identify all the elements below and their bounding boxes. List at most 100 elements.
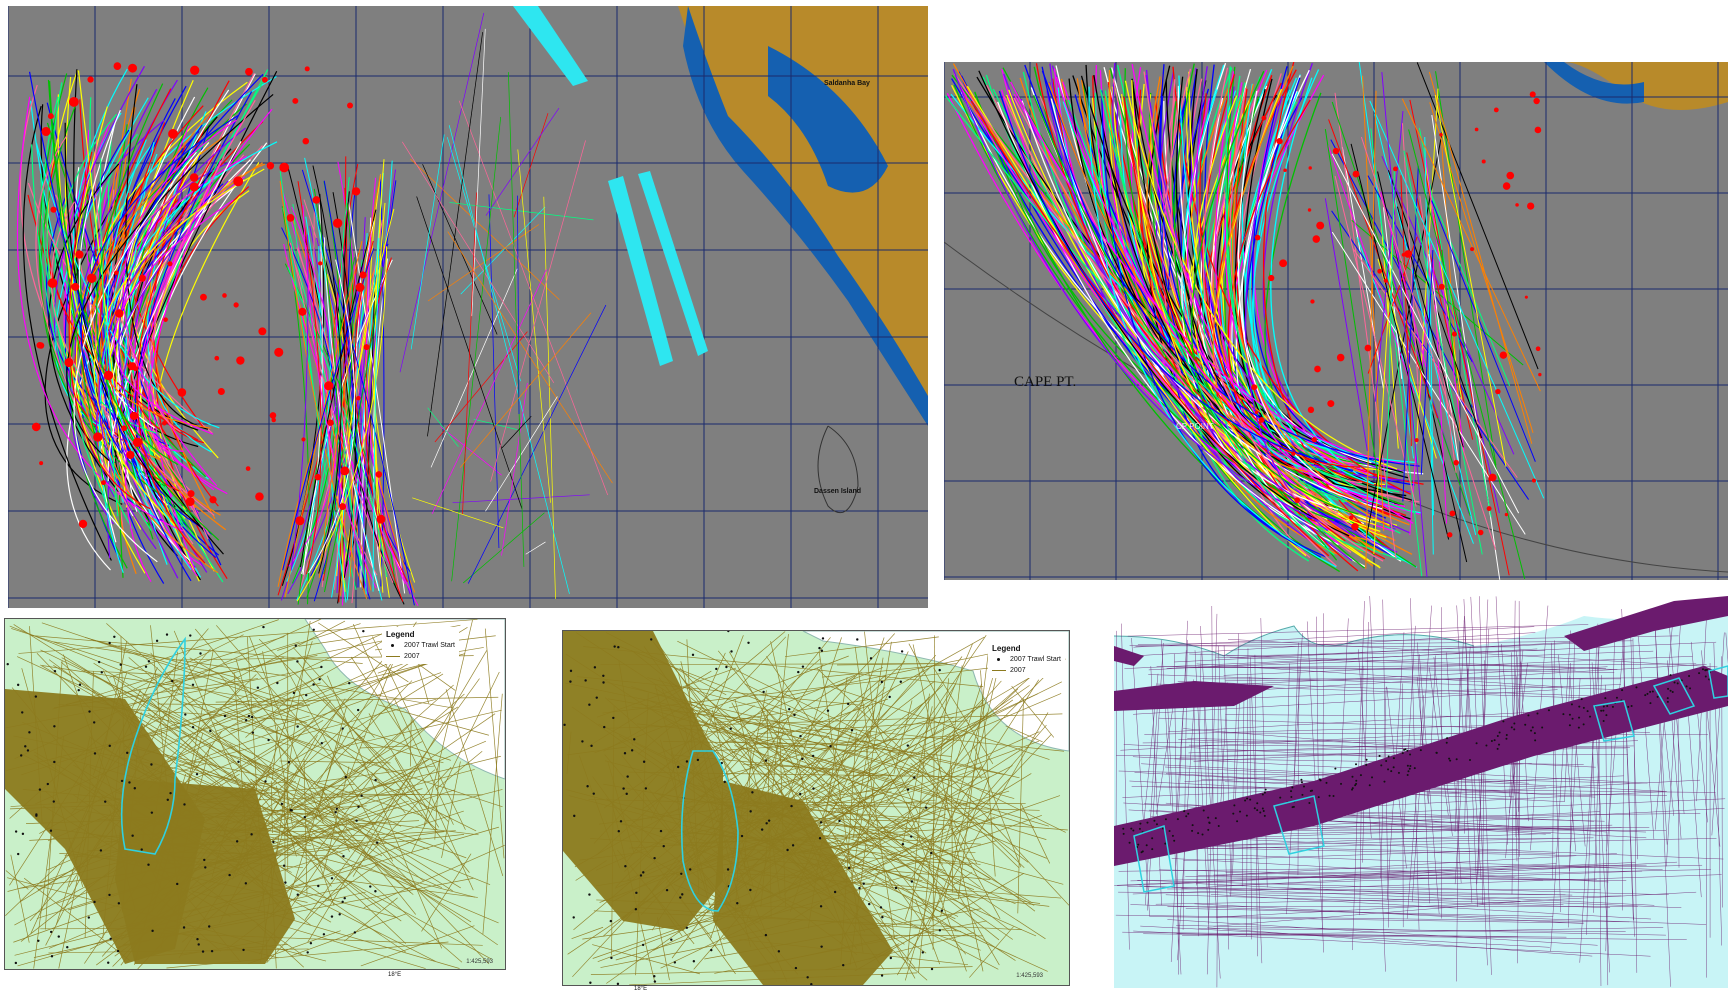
vessel-track (22, 105, 112, 561)
trawl-track (1402, 683, 1404, 928)
position-marker (75, 250, 84, 259)
trawl-start-point (312, 683, 315, 686)
trawl-start-point (1635, 686, 1638, 689)
trawl-track (893, 700, 913, 775)
vessel-track (427, 32, 483, 437)
trawl-start-point (1666, 700, 1669, 703)
position-marker (1538, 372, 1542, 377)
trawl-start-point (1498, 731, 1501, 734)
trawl-track (113, 634, 244, 701)
trawl-start-point (593, 666, 597, 669)
position-marker (359, 271, 367, 279)
trawl-track (1118, 864, 1647, 872)
vessel-track (401, 141, 555, 384)
vessel-track (1400, 175, 1412, 447)
trawl-track (324, 863, 379, 901)
trawl-track (5, 870, 29, 890)
trawl-start-point (1318, 778, 1321, 781)
trawl-start-point (1351, 775, 1354, 778)
position-marker (50, 206, 57, 213)
position-marker (1314, 365, 1321, 373)
trawl-track (307, 771, 412, 943)
trawl-start-point (120, 779, 124, 783)
trawl-start-point (165, 633, 169, 636)
trawl-track (1167, 845, 1556, 854)
trawl-start-point (108, 893, 111, 897)
trawl-start-point (262, 625, 265, 629)
vessel-track (279, 171, 357, 590)
trawl-start-point (195, 773, 199, 776)
trawl-start-point (726, 868, 730, 871)
position-marker (1377, 268, 1383, 274)
trawl-track (345, 819, 424, 882)
trawl-track (441, 761, 461, 859)
trawl-start-point (692, 960, 696, 963)
trawl-start-point (806, 976, 809, 979)
trawl-track (1141, 763, 1529, 784)
vessel-track (1099, 89, 1335, 556)
trawl-line-icon (992, 670, 1007, 671)
trawl-start-point (330, 877, 334, 880)
vessel-track (431, 269, 547, 514)
trawl-start-point (1403, 748, 1406, 751)
trawl-start-point (812, 787, 815, 790)
trawl-start-point (1527, 714, 1530, 717)
trawl-track (1224, 827, 1650, 832)
chart-panel-saldanha: Saldanha Bay Dassen Island (8, 6, 928, 608)
trawl-track (995, 688, 1019, 711)
vessel-track (47, 79, 113, 519)
trawl-start-point (362, 629, 365, 633)
trawl-track (1156, 693, 1176, 815)
trawl-start-point (1207, 828, 1210, 831)
position-marker (1291, 451, 1296, 456)
vessel-track (1234, 88, 1325, 482)
trawl-start-point (1676, 682, 1679, 685)
trawl-track (831, 686, 1050, 760)
trawl-track (344, 897, 398, 942)
trawl-start-point (77, 688, 80, 692)
trawl-track (1586, 634, 1598, 935)
trawl-track (927, 776, 990, 927)
position-marker (269, 412, 277, 419)
trawl-start-point (662, 844, 665, 848)
trawl-start-point (1534, 739, 1537, 742)
trawl-start-point (1513, 722, 1516, 725)
vessel-track (1021, 100, 1383, 510)
trawl-start-point (1498, 743, 1501, 746)
trawl-start-point (1355, 782, 1358, 785)
position-marker (245, 67, 253, 76)
trawl-start-point (940, 909, 944, 912)
trawl-start-point (1378, 754, 1381, 757)
trawl-start-point (1207, 816, 1210, 819)
trawl-track (904, 683, 982, 920)
trawl-start-point (685, 926, 689, 929)
trawl-start-point (642, 760, 646, 763)
vessel-track (1178, 75, 1312, 470)
trawl-track (647, 677, 873, 739)
trawl-track (1143, 933, 1687, 941)
trawl-start-point (727, 631, 730, 633)
trawl-start-point (1263, 791, 1266, 794)
trawl-track (1454, 616, 1465, 832)
trawl-start-point (201, 950, 205, 953)
trawl-start-point (1496, 735, 1499, 738)
position-marker (168, 128, 178, 139)
vessel-track (449, 202, 594, 221)
position-marker (332, 218, 343, 228)
trawl-start-point (1578, 716, 1581, 719)
vessel-track (114, 145, 263, 523)
vessel-track (1408, 129, 1526, 580)
trawl-start-point (144, 665, 148, 668)
trawl-start-point (203, 858, 206, 862)
position-marker (1533, 97, 1540, 105)
trawl-start-point (57, 935, 60, 938)
trawl-start-point (856, 638, 859, 641)
trawl-start-point (801, 757, 804, 761)
trawl-track (276, 810, 464, 873)
trawl-start-point (586, 785, 589, 788)
trawl-start-point (305, 693, 308, 697)
trawl-track (827, 735, 876, 829)
trawl-track (297, 661, 470, 873)
vessel-track (448, 125, 570, 594)
position-marker (185, 497, 195, 507)
